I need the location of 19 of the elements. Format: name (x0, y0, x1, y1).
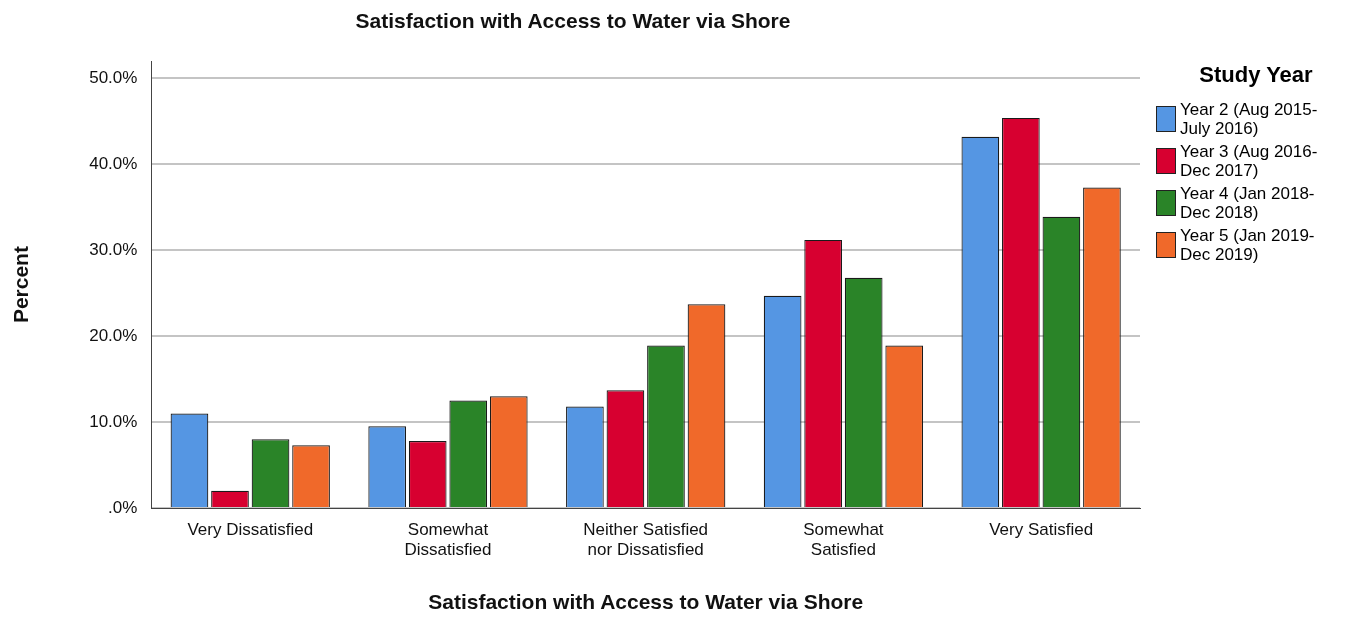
legend-label: Year 3 (Aug 2016-Dec 2017) (1180, 142, 1319, 180)
y-tick-label: 20.0% (89, 325, 138, 345)
x-tick-label: Very Satisfied (989, 519, 1094, 539)
x-tick-label: Very Dissatisfied (187, 519, 314, 539)
y-tick-label: 30.0% (89, 239, 138, 259)
y-tick-label: 40.0% (89, 154, 138, 173)
x-tick-label: Neither Satisfied nor Dissatisfied (583, 519, 709, 560)
x-tick-label: Somewhat Dissatisfied (404, 519, 492, 560)
y-axis-title: Percent (9, 246, 33, 324)
y-tick-label: .0% (108, 497, 138, 517)
x-tick-label: Somewhat Satisfied (803, 519, 884, 560)
legend-label: Year 4 (Jan 2018-Dec 2018) (1180, 184, 1316, 222)
y-tick-label: 50.0% (89, 68, 138, 88)
y-tick-label: 10.0% (89, 411, 138, 431)
chart-title: Satisfaction with Access to Water via Shore (355, 9, 791, 33)
legend-label: Year 2 (Aug 2015-July 2016) (1180, 100, 1319, 138)
legend-label: Year 5 (Jan 2019-Dec 2019) (1180, 226, 1316, 264)
legend-title: Study Year (1198, 62, 1314, 88)
x-axis-title: Satisfaction with Access to Water via Shore (428, 590, 864, 614)
